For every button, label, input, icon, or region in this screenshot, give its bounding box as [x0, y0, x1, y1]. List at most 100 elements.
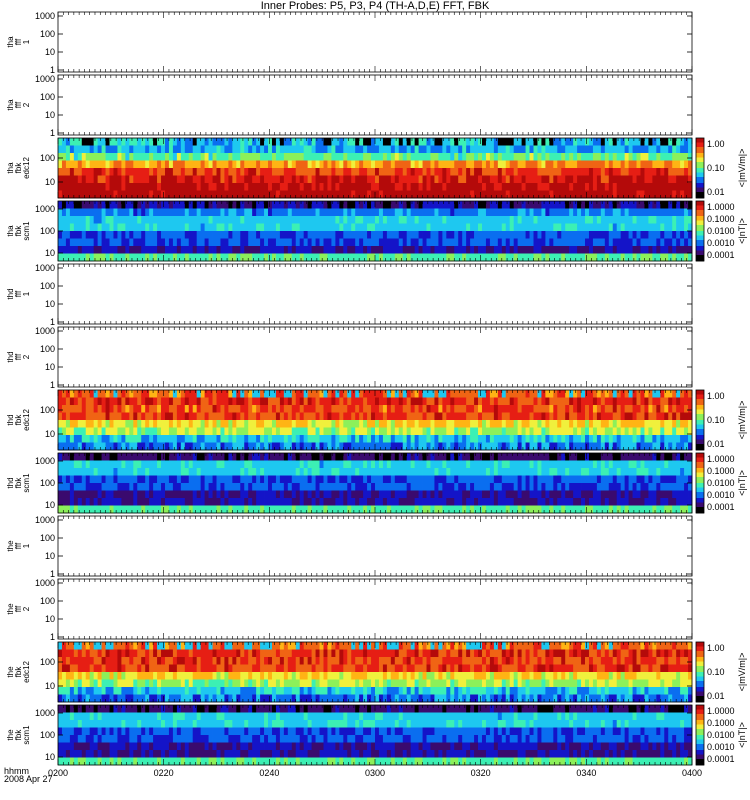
- heatmap-cell: [212, 190, 217, 199]
- heatmap-cell: [410, 397, 416, 406]
- heatmap-cell: [371, 175, 376, 184]
- y-tick-label: 1: [50, 65, 55, 75]
- heatmap-cell: [549, 201, 554, 209]
- heatmap-cell: [632, 397, 637, 406]
- heatmap-cell: [632, 208, 637, 217]
- heatmap-cell: [612, 208, 618, 217]
- heatmap-cell: [588, 175, 594, 184]
- heatmap-cell: [414, 175, 419, 184]
- heatmap-cell: [347, 238, 352, 247]
- heatmap-cell: [458, 397, 463, 406]
- heatmap-cell: [577, 397, 582, 406]
- heatmap-cell: [275, 175, 281, 184]
- heatmap-cell: [121, 190, 126, 199]
- heatmap-cell: [493, 175, 499, 184]
- heatmap-cell: [133, 223, 138, 232]
- heatmap-cell: [565, 190, 570, 199]
- heatmap-cell: [533, 238, 538, 247]
- heatmap-cell: [236, 412, 241, 421]
- heatmap-cell: [581, 168, 586, 176]
- heatmap-cell: [145, 390, 150, 398]
- heatmap-cell: [565, 231, 570, 239]
- heatmap-cell: [450, 168, 455, 176]
- heatmap-cell: [212, 253, 217, 262]
- figure-title: Inner Probes: P5, P3, P4 (TH-A,D,E) FFT,…: [260, 0, 490, 12]
- colorbar-tick-label: 0.1000: [707, 214, 735, 224]
- heatmap-cell: [577, 216, 582, 224]
- heatmap-cell: [672, 145, 677, 154]
- panel-thd-fff-2: [57, 326, 693, 388]
- heatmap-cell: [351, 201, 356, 209]
- heatmap-cell: [585, 183, 590, 191]
- heatmap-cell: [200, 183, 206, 191]
- heatmap-cell: [557, 246, 562, 254]
- heatmap-cell: [117, 238, 122, 247]
- heatmap-cell: [414, 168, 419, 176]
- heatmap-cell: [363, 238, 368, 247]
- heatmap-cell: [470, 397, 475, 406]
- heatmap-cell: [489, 420, 495, 428]
- heatmap-cell: [414, 183, 419, 191]
- heatmap-cell: [466, 231, 471, 239]
- heatmap-cell: [315, 153, 320, 161]
- heatmap-cell: [652, 168, 657, 176]
- heatmap-cell: [386, 246, 392, 254]
- heatmap-cell: [624, 175, 629, 184]
- heatmap-cell: [335, 153, 340, 161]
- heatmap-cell: [585, 153, 590, 161]
- heatmap-cell: [509, 160, 515, 169]
- heatmap-cell: [628, 208, 633, 217]
- heatmap-cell: [303, 201, 309, 209]
- heatmap-cell: [331, 208, 336, 217]
- heatmap-cell: [501, 238, 507, 247]
- heatmap-cell: [176, 253, 182, 262]
- heatmap-cell: [509, 397, 515, 406]
- heatmap-cell: [375, 138, 380, 146]
- heatmap-cell: [422, 246, 427, 254]
- heatmap-cell: [489, 390, 495, 398]
- heatmap-cell: [592, 223, 598, 232]
- heatmap-cell: [489, 412, 495, 421]
- heatmap-cell: [331, 160, 336, 169]
- heatmap-cell: [378, 246, 384, 254]
- heatmap-cell: [481, 201, 487, 209]
- heatmap-cell: [596, 183, 602, 191]
- heatmap-cell: [351, 208, 356, 217]
- heatmap-cell: [89, 168, 95, 176]
- heatmap-cell: [652, 153, 657, 161]
- heatmap-cell: [585, 246, 590, 254]
- heatmap-cell: [648, 216, 653, 224]
- heatmap-cell: [77, 223, 83, 232]
- heatmap-cell: [414, 223, 419, 232]
- heatmap-cell: [454, 183, 459, 191]
- heatmap-cell: [561, 412, 566, 421]
- heatmap-cell: [676, 183, 681, 191]
- colorbar-segment: [696, 211, 704, 214]
- heatmap-cell: [275, 246, 281, 254]
- colorbar-frame: [695, 200, 705, 262]
- heatmap-cell: [236, 253, 241, 262]
- heatmap-cell: [533, 201, 538, 209]
- heatmap-cell: [164, 168, 170, 176]
- heatmap-cell: [228, 183, 233, 191]
- heatmap-cell: [386, 208, 392, 217]
- heatmap-cell: [390, 168, 396, 176]
- heatmap-cell: [481, 390, 487, 398]
- heatmap-cell: [69, 153, 75, 161]
- heatmap-cell: [303, 138, 309, 146]
- heatmap-cell: [113, 390, 118, 398]
- heatmap-cell: [81, 183, 87, 191]
- heatmap-cell: [418, 160, 423, 169]
- heatmap-cell: [252, 183, 257, 191]
- heatmap-cell: [315, 183, 320, 191]
- heatmap-cell: [466, 183, 471, 191]
- heatmap-cell: [541, 175, 546, 184]
- heatmap-cell: [478, 253, 483, 262]
- heatmap-cell: [93, 412, 99, 421]
- heatmap-cell: [200, 231, 206, 239]
- heatmap-cell: [466, 208, 471, 217]
- heatmap-cell: [61, 175, 67, 184]
- heatmap-cell: [426, 238, 431, 247]
- heatmap-cell: [375, 238, 380, 247]
- heatmap-cell: [327, 160, 332, 169]
